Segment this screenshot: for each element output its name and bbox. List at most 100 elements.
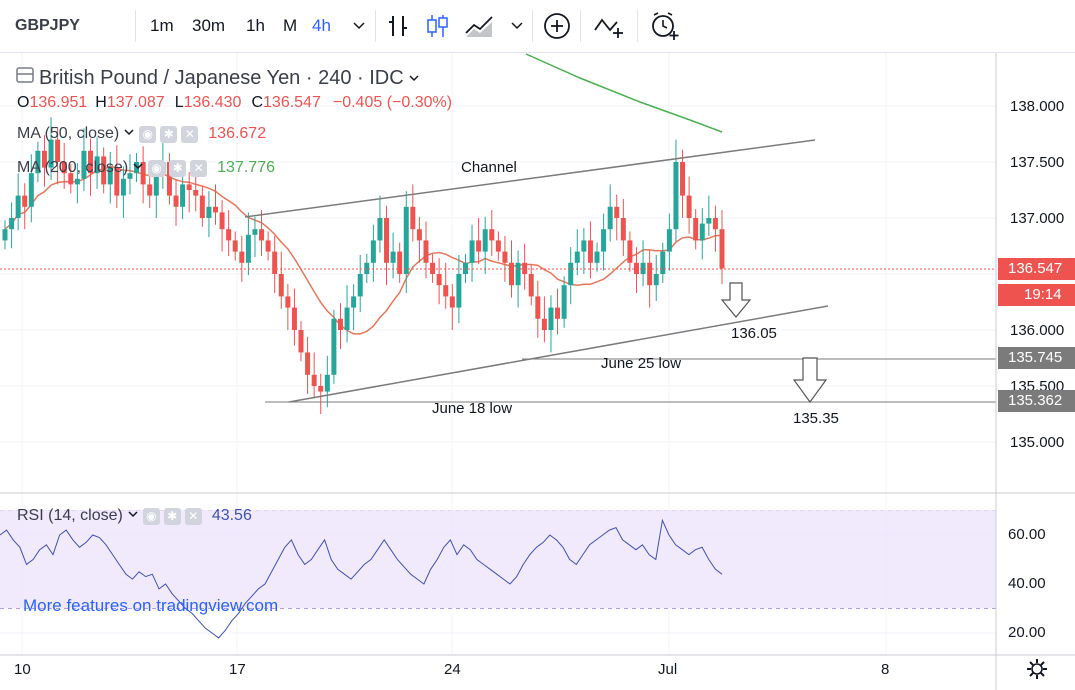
price-tick-1375: 137.500 (1010, 154, 1065, 171)
candle-body (528, 274, 534, 297)
target2-label: 135.35 (793, 410, 839, 427)
chevron-down-icon[interactable] (127, 507, 139, 525)
candle-body (469, 240, 475, 263)
rsi-tick-40: 40.00 (1008, 575, 1046, 592)
indicators-icon[interactable] (593, 0, 625, 52)
eye-icon[interactable]: ◉ (139, 125, 157, 143)
chevron-down-icon[interactable] (123, 125, 135, 143)
candle-body (647, 262, 653, 286)
gear-icon[interactable]: ✱ (160, 125, 178, 143)
candle-body (311, 374, 317, 386)
chevron-down-icon[interactable] (408, 67, 420, 90)
gear-icon[interactable]: ✱ (169, 159, 187, 177)
candle-body (541, 318, 547, 330)
arrow-down-icon (720, 282, 752, 318)
interval-1h-button[interactable]: 1h (246, 16, 265, 35)
candle-body (587, 240, 593, 263)
rsi-tick-20: 20.00 (1008, 624, 1046, 641)
area-chart-icon[interactable] (464, 0, 494, 52)
candle-body (482, 229, 488, 252)
candle-body (377, 218, 383, 241)
close-icon[interactable]: ✕ (181, 125, 199, 143)
candle-body (114, 167, 120, 196)
drawings[interactable] (0, 139, 996, 404)
june18-low-label: June 18 low (432, 400, 513, 417)
arrow-down-icon (792, 357, 828, 404)
chart-type-dropdown-icon[interactable] (510, 0, 524, 52)
candle-body (699, 223, 705, 241)
interval-30m-button[interactable]: 30m (192, 16, 226, 35)
interval-m-button[interactable]: M (283, 16, 298, 35)
candle-body (94, 156, 100, 174)
candle-body (41, 150, 47, 168)
legend-collapse-icon[interactable] (15, 66, 35, 90)
candle-body (265, 240, 271, 252)
candle-body (462, 262, 468, 274)
settings-gear-icon[interactable] (1026, 658, 1048, 685)
add-compare-icon[interactable] (543, 0, 571, 52)
toolbar-divider (580, 10, 581, 42)
candle-body (344, 307, 350, 330)
candle-body (449, 296, 455, 308)
candle-body (620, 218, 626, 241)
close-icon[interactable]: ✕ (184, 507, 202, 525)
eye-icon[interactable]: ◉ (142, 507, 160, 525)
low-label: L (174, 94, 184, 111)
interval-4h-button[interactable]: 4h (312, 16, 331, 35)
ma200-path (525, 53, 723, 133)
candle-body (2, 229, 8, 241)
candle-body (680, 162, 686, 196)
candle-body (193, 190, 199, 196)
date-tick-8: 8 (881, 661, 890, 678)
candles-icon[interactable] (425, 0, 449, 52)
candle-body (594, 251, 600, 263)
candle-body (199, 195, 205, 218)
channel-label: Channel (461, 159, 517, 176)
candle-body (278, 274, 284, 297)
price-tick-135: 135.000 (1010, 434, 1065, 451)
candle-body (495, 240, 501, 252)
candle-body (706, 218, 712, 224)
candle-body (535, 296, 541, 319)
close-icon[interactable]: ✕ (190, 159, 208, 177)
bar-chart-icon[interactable] (387, 0, 409, 52)
candle-body (653, 274, 659, 286)
candle-body (436, 274, 442, 286)
candle-body (443, 285, 449, 297)
candle-body (331, 318, 337, 375)
rsi-line (0, 518, 723, 639)
ma200-legend[interactable]: MA (200, close) ◉ ✱ ✕ 137.776 (17, 159, 279, 177)
ohlc-legend: O 136.951 H 137.087 L 136.430 C 136.547 … (17, 94, 456, 112)
toolbar-divider (135, 10, 136, 42)
toolbar-divider (375, 10, 376, 42)
candle-body (232, 240, 238, 252)
candle-body (127, 173, 133, 179)
chevron-down-icon[interactable] (132, 159, 144, 177)
candle-body (28, 173, 34, 207)
candle-body (364, 262, 370, 274)
candle-body (660, 251, 666, 274)
alert-icon[interactable] (650, 0, 680, 52)
target1-label: 136.05 (731, 325, 777, 342)
candle-body (22, 195, 28, 207)
symbol-legend[interactable]: British Pound / Japanese Yen · 240 · IDC (15, 66, 424, 90)
interval-1m-button[interactable]: 1m (150, 16, 174, 35)
price-tick-138: 138.000 (1010, 98, 1065, 115)
symbol-search-button[interactable]: GBPJPY (15, 17, 80, 34)
interval-dropdown-icon[interactable] (352, 0, 366, 52)
candle-body (555, 307, 561, 319)
ma50-legend[interactable]: MA (50, close) ◉ ✱ ✕ 136.672 (17, 125, 270, 143)
eye-icon[interactable]: ◉ (148, 159, 166, 177)
gear-icon[interactable]: ✱ (163, 507, 181, 525)
rsi-band (0, 510, 996, 608)
candle-body (574, 251, 580, 263)
candle-body (68, 173, 74, 185)
candle-body (245, 234, 251, 263)
promo-link[interactable]: More features on tradingview.com (23, 596, 279, 615)
candle-body (298, 330, 304, 353)
candle-body (430, 262, 436, 274)
candle-body (9, 218, 15, 230)
rsi-value: 43.56 (211, 507, 252, 524)
rsi-legend[interactable]: RSI (14, close) ◉ ✱ ✕ 43.56 (17, 507, 256, 525)
